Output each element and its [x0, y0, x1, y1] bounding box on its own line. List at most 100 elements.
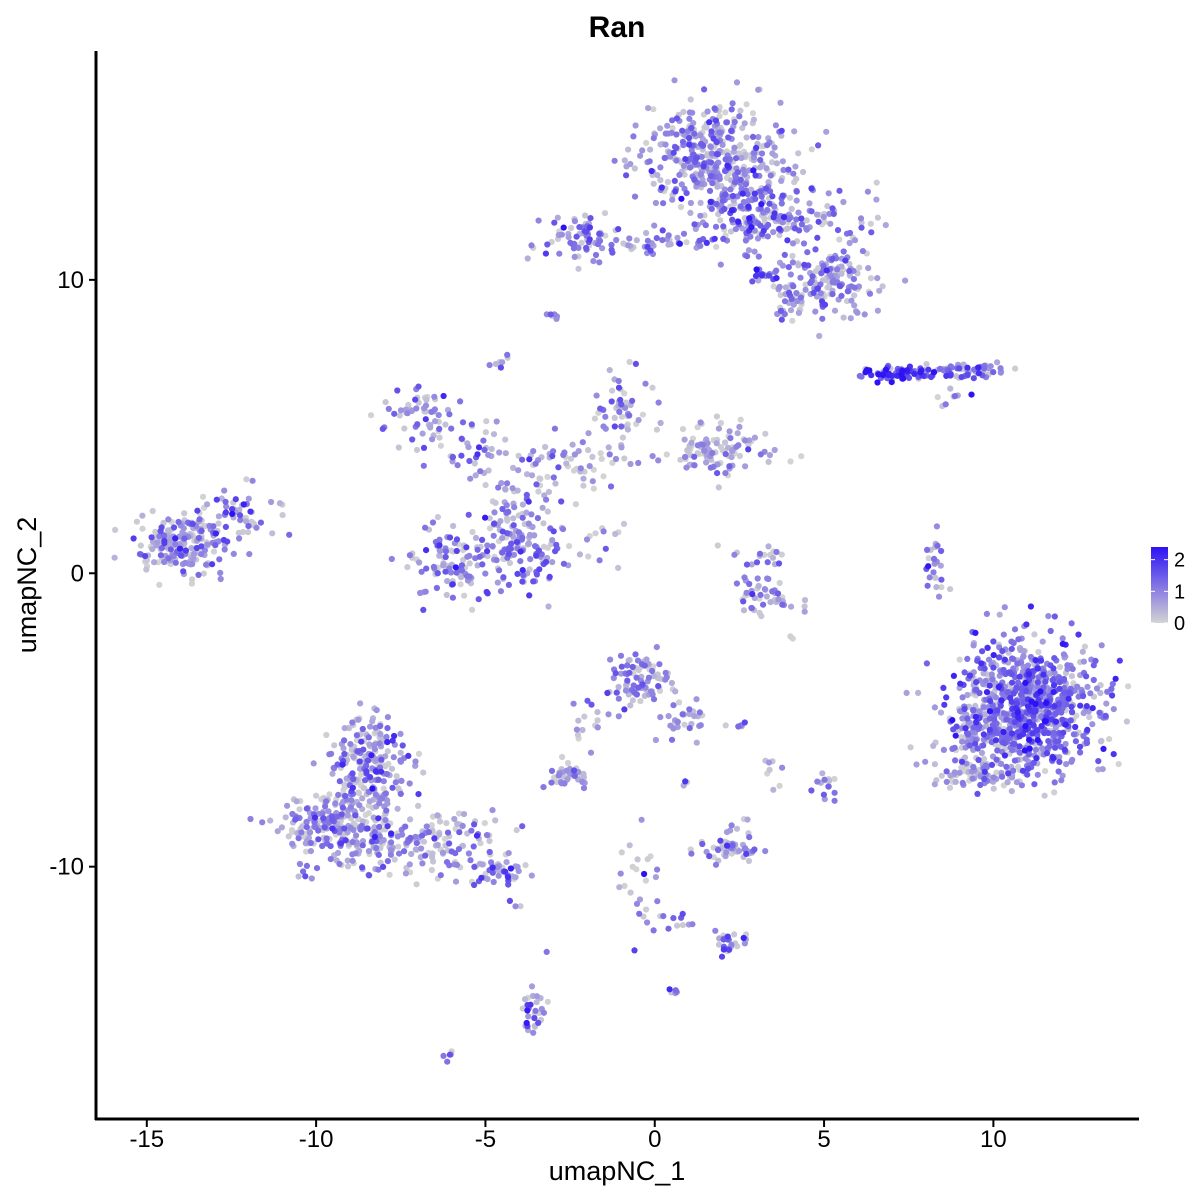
cell-point: [181, 510, 188, 517]
cell-point: [812, 308, 819, 315]
cell-point: [182, 547, 189, 554]
cell-point: [975, 756, 982, 764]
cell-point: [814, 285, 822, 292]
cell-point: [1055, 738, 1062, 745]
cell-point: [440, 562, 447, 569]
cell-point: [617, 670, 625, 677]
cell-point: [770, 786, 777, 793]
cell-point: [790, 283, 797, 290]
cell-point: [1092, 657, 1099, 665]
cell-point: [1026, 745, 1033, 752]
cell-point: [1041, 792, 1048, 799]
cell-point: [1079, 648, 1086, 655]
cell-point: [778, 316, 785, 323]
cell-point: [660, 200, 667, 207]
cell-point: [370, 814, 377, 821]
cell-point: [734, 169, 742, 176]
cell-point: [654, 172, 661, 179]
cell-point: [488, 859, 495, 866]
cell-point: [593, 392, 600, 399]
cell-point: [731, 118, 738, 126]
cell-point: [385, 405, 392, 412]
cell-point: [461, 592, 468, 599]
cell-point: [779, 192, 786, 199]
cell-point: [456, 810, 463, 817]
cell-point: [439, 849, 447, 856]
cell-point: [679, 127, 686, 134]
cell-point: [736, 452, 744, 460]
cell-point: [415, 791, 422, 798]
cell-point: [751, 434, 759, 441]
cell-point: [669, 196, 676, 203]
cell-point: [406, 552, 413, 559]
cell-point: [825, 190, 832, 197]
cell-point: [737, 203, 744, 210]
cell-point: [686, 115, 693, 122]
cell-point: [846, 267, 853, 275]
cell-point: [548, 779, 555, 786]
cell-point: [1039, 638, 1046, 645]
cell-point: [734, 430, 741, 437]
cell-point: [523, 1019, 530, 1027]
cell-point: [677, 203, 685, 211]
cell-point: [988, 671, 995, 678]
cell-point: [679, 426, 687, 433]
cell-point: [367, 723, 374, 730]
cell-point: [544, 241, 551, 248]
cell-point: [531, 1015, 538, 1022]
cell-point: [679, 711, 686, 718]
cell-point: [793, 216, 800, 223]
cell-point: [774, 590, 782, 597]
cell-point: [775, 596, 782, 603]
cell-point: [1043, 699, 1050, 707]
cell-point: [172, 541, 179, 548]
cell-point: [493, 418, 500, 425]
cell-point: [1074, 683, 1081, 690]
cell-point: [313, 865, 321, 872]
cell-point: [480, 437, 487, 444]
cell-point: [1038, 723, 1045, 730]
cell-point: [751, 190, 758, 197]
cell-point: [629, 863, 636, 870]
cell-point: [999, 648, 1006, 655]
cell-point: [397, 790, 404, 798]
cell-point: [288, 827, 296, 834]
cell-point: [748, 224, 755, 231]
cell-point: [492, 360, 500, 368]
cell-point: [943, 694, 950, 701]
cell-point: [484, 876, 491, 883]
cell-point: [1051, 789, 1058, 796]
cell-point: [700, 163, 707, 170]
cell-point: [412, 396, 419, 403]
cell-point: [554, 214, 561, 221]
cell-point: [331, 742, 338, 749]
cell-point: [753, 559, 761, 566]
cell-point: [532, 460, 539, 467]
cell-point: [876, 287, 883, 294]
cell-point: [779, 764, 786, 771]
cell-point: [589, 478, 596, 485]
cell-point: [605, 711, 612, 718]
cell-point: [303, 805, 310, 812]
cell-point: [938, 772, 945, 779]
cell-point: [941, 701, 948, 708]
cell-point: [586, 463, 593, 470]
cell-point: [471, 881, 478, 889]
cell-point: [990, 774, 997, 781]
cell-point: [1125, 683, 1132, 690]
cell-point: [482, 429, 489, 436]
cell-point: [479, 861, 486, 868]
cell-point: [579, 778, 586, 786]
cell-point: [650, 106, 657, 113]
cell-point: [911, 370, 918, 377]
cell-point: [597, 450, 604, 457]
cell-point: [728, 106, 735, 113]
cell-point: [715, 484, 722, 491]
cell-point: [651, 222, 658, 229]
cell-point: [820, 791, 828, 798]
cell-point: [767, 599, 774, 606]
cell-point: [787, 633, 794, 640]
cell-point: [1000, 728, 1007, 736]
cell-point: [1086, 714, 1093, 721]
cell-point: [983, 610, 991, 618]
